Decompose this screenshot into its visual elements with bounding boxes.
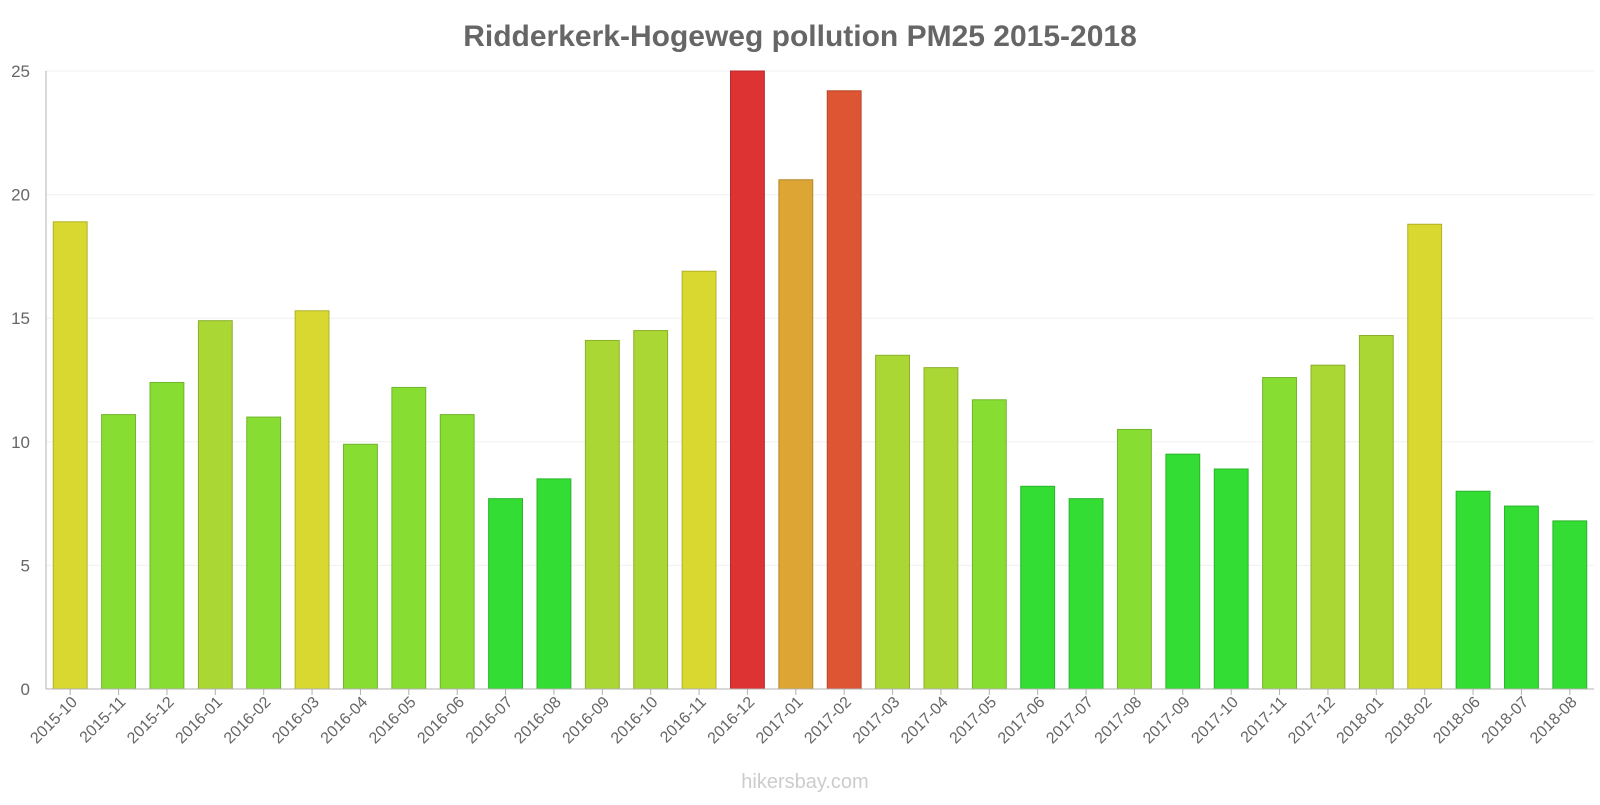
x-tick-label: 2016-11 (657, 694, 710, 747)
x-tick-label: 2016-10 (608, 694, 662, 748)
x-tick-label: 2017-06 (995, 694, 1049, 748)
y-tick-label: 10 (11, 433, 30, 452)
bar-2016-01[interactable] (197, 320, 233, 690)
watermark-text: hikersbay.com (741, 771, 868, 793)
bar-2017-03[interactable] (875, 354, 910, 690)
bar-2016-10[interactable] (633, 330, 669, 690)
x-tick-label: 2017-07 (1043, 694, 1097, 748)
bar-2018-07[interactable] (1504, 505, 1539, 690)
y-tick-label: 20 (11, 186, 30, 205)
bar-2017-08[interactable] (1117, 428, 1152, 690)
bar-2016-02[interactable] (246, 416, 282, 690)
bar-2018-06[interactable] (1455, 490, 1491, 690)
bar-2017-02[interactable] (826, 90, 862, 690)
x-tick-label: 2016-06 (414, 694, 468, 748)
x-tick-label: 2017-11 (1238, 694, 1291, 747)
x-tick-label: 2017-05 (947, 694, 1001, 748)
x-tick-label: 2018-02 (1382, 694, 1436, 748)
bar-2018-08[interactable] (1552, 520, 1588, 690)
chart-title: Ridderkerk-Hogeweg pollution PM25 2015-2… (463, 20, 1137, 53)
x-tick-label: 2016-03 (269, 694, 323, 748)
x-tick-label: 2016-08 (511, 694, 565, 748)
bar-2016-09[interactable] (584, 339, 620, 690)
axes (45, 71, 1594, 695)
x-tick-labels: 2015-102015-112015-122016-012016-022016-… (27, 694, 1580, 748)
y-tick-label: 5 (21, 556, 30, 575)
x-tick-label: 2016-07 (463, 694, 517, 748)
bar-2017-09[interactable] (1165, 453, 1201, 690)
x-tick-label: 2016-02 (221, 694, 275, 748)
bar-2016-07[interactable] (488, 498, 523, 690)
x-tick-label: 2015-11 (77, 694, 130, 747)
x-tick-label: 2017-01 (753, 694, 807, 748)
x-tick-label: 2016-12 (705, 694, 759, 748)
x-tick-label: 2017-03 (850, 694, 904, 748)
bar-2017-12[interactable] (1310, 364, 1346, 690)
bar-2017-11[interactable] (1262, 377, 1297, 690)
bar-2016-06[interactable] (439, 414, 475, 690)
bar-2017-04[interactable] (923, 367, 959, 690)
bar-2018-01[interactable] (1358, 335, 1394, 690)
x-tick-label: 2017-12 (1285, 694, 1339, 748)
x-tick-label: 2018-06 (1430, 694, 1484, 748)
bar-2017-07[interactable] (1068, 498, 1104, 690)
bars (52, 70, 1588, 690)
bar-2016-08[interactable] (536, 478, 572, 690)
bar-2015-11[interactable] (101, 414, 136, 690)
x-tick-label: 2016-09 (560, 694, 614, 748)
bar-2017-05[interactable] (971, 399, 1007, 690)
bar-2015-10[interactable] (52, 221, 88, 690)
bar-2018-02[interactable] (1407, 223, 1443, 690)
bar-2016-03[interactable] (294, 310, 330, 690)
y-tick-label: 0 (21, 680, 30, 699)
bar-2016-05[interactable] (391, 386, 427, 690)
x-tick-label: 2015-12 (124, 694, 178, 748)
x-tick-label: 2016-04 (318, 694, 372, 748)
x-tick-label: 2017-08 (1092, 694, 1146, 748)
x-tick-label: 2018-01 (1334, 694, 1388, 748)
bar-2017-01[interactable] (778, 179, 814, 690)
bar-2015-12[interactable] (149, 381, 185, 690)
x-tick-label: 2017-02 (801, 694, 855, 748)
y-tick-label: 15 (11, 309, 30, 328)
y-tick-label: 25 (11, 62, 30, 81)
y-tick-labels: 0 5 10 15 20 25 (11, 62, 30, 699)
x-tick-label: 2017-09 (1140, 694, 1194, 748)
bar-2016-11[interactable] (681, 270, 717, 690)
bar-2016-04[interactable] (343, 443, 378, 690)
bar-2017-10[interactable] (1213, 468, 1249, 690)
bar-2016-12[interactable] (730, 70, 765, 690)
x-tick-label: 2017-04 (898, 694, 952, 748)
x-tick-label: 2017-10 (1188, 694, 1242, 748)
x-tick-label: 2018-08 (1527, 694, 1581, 748)
x-tick-label: 2018-07 (1479, 694, 1533, 748)
x-tick-label: 2016-05 (366, 694, 420, 748)
x-tick-label: 2016-01 (173, 694, 227, 748)
x-tick-label: 2015-10 (27, 694, 81, 748)
bar-2017-06[interactable] (1020, 485, 1056, 690)
